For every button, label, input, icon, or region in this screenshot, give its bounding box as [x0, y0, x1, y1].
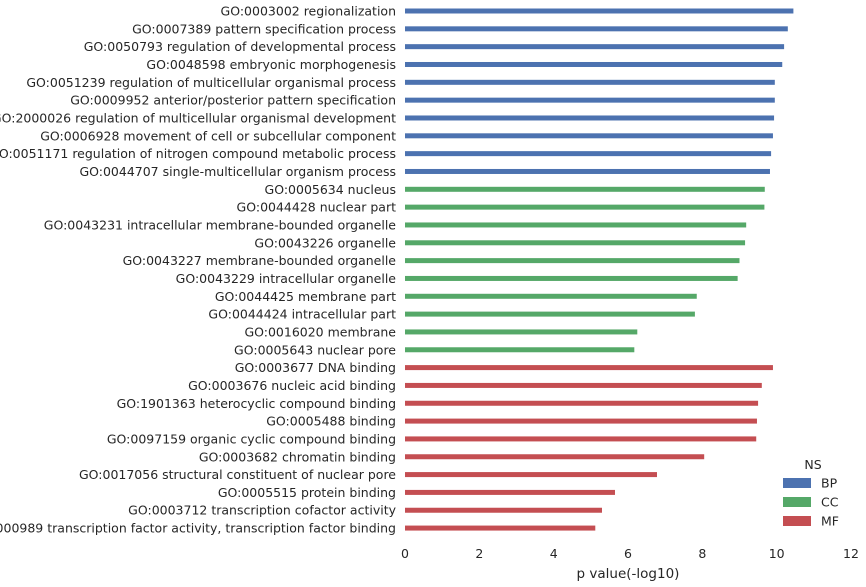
category-label: GO:0051171 regulation of nitrogen compou… [0, 146, 396, 161]
bar-mf [405, 525, 596, 531]
x-tick-label: 2 [475, 546, 483, 561]
bar-mf [405, 454, 705, 460]
legend-label-cc: CC [821, 495, 839, 510]
category-label: GO:0005488 binding [266, 414, 396, 429]
bar-bp [405, 8, 794, 14]
bar-cc [405, 293, 697, 299]
x-tick-label: 12 [843, 546, 859, 561]
category-label: GO:0016020 membrane [244, 324, 396, 339]
category-label: GO:0007389 pattern specification process [132, 21, 396, 36]
category-label: GO:0005515 protein binding [218, 485, 396, 500]
bar-mf [405, 365, 773, 371]
bar-mf [405, 418, 757, 424]
category-label: GO:0043227 membrane-bounded organelle [123, 253, 397, 268]
category-label: GO:0048598 embryonic morphogenesis [146, 57, 396, 72]
category-labels: GO:0003002 regionalization GO:0007389 pat… [0, 4, 397, 536]
category-label: GO:0050793 regulation of developmental p… [84, 39, 396, 54]
bars-layer [405, 8, 794, 531]
bar-bp [405, 44, 785, 50]
category-label: GO:0005643 nuclear pore [234, 342, 396, 357]
legend-label-bp: BP [821, 476, 838, 491]
bar-cc [405, 347, 635, 353]
category-label: GO:0000989 transcription factor activity… [0, 521, 396, 536]
legend-swatch-bp [783, 478, 811, 488]
bar-cc [405, 240, 746, 246]
bar-bp [405, 115, 775, 121]
x-axis-title: p value(-log10) [577, 566, 680, 582]
category-label: GO:0043231 intracellular membrane-bounde… [44, 217, 397, 232]
bar-bp [405, 26, 788, 32]
x-tick-label: 4 [550, 546, 558, 561]
category-label: GO:0003676 nucleic acid binding [188, 378, 396, 393]
bar-bp [405, 61, 783, 67]
category-label: GO:0044425 membrane part [215, 289, 396, 304]
category-label: GO:0044707 single-multicellular organism… [79, 164, 396, 179]
category-label: GO:0005634 nucleus [265, 182, 396, 197]
bar-mf [405, 472, 657, 478]
bar-bp [405, 97, 775, 103]
bar-bp [405, 151, 772, 157]
bar-mf [405, 400, 759, 406]
bar-bp [405, 133, 773, 139]
bar-cc [405, 186, 765, 192]
bar-cc [405, 204, 765, 210]
category-label: GO:0044424 intracellular part [208, 307, 396, 322]
category-label: GO:0003002 regionalization [221, 4, 396, 19]
category-label: GO:1901363 heterocyclic compound binding [117, 396, 396, 411]
legend-swatch-mf [783, 516, 811, 526]
category-label: GO:0043226 organelle [254, 235, 396, 250]
category-label: GO:0044428 nuclear part [237, 200, 397, 215]
legend-swatch-cc [783, 497, 811, 507]
bar-cc [405, 258, 740, 264]
x-tick-label: 10 [769, 546, 785, 561]
bar-bp [405, 79, 775, 85]
x-tick-label: 0 [401, 546, 409, 561]
category-label: GO:0003682 chromatin binding [199, 449, 396, 464]
category-label: GO:0017056 structural constituent of nuc… [79, 467, 396, 482]
x-tick-label: 6 [624, 546, 632, 561]
bar-mf [405, 507, 602, 513]
legend-title: NS [804, 457, 821, 472]
bar-cc [405, 222, 747, 228]
category-label: GO:0006928 movement of cell or subcellul… [40, 128, 396, 143]
bar-mf [405, 489, 615, 495]
x-axis: 0 2 4 6 8 10 12 [401, 546, 859, 561]
bar-cc [405, 329, 638, 335]
bar-cc [405, 275, 738, 281]
bar-cc [405, 311, 695, 317]
category-label: GO:0097159 organic cyclic compound bindi… [107, 431, 396, 446]
x-tick-label: 8 [698, 546, 706, 561]
bar-mf [405, 436, 757, 442]
category-label: GO:0051239 regulation of multicellular o… [26, 75, 396, 90]
bar-bp [405, 168, 770, 174]
category-label: GO:0003677 DNA binding [235, 360, 396, 375]
bar-mf [405, 382, 762, 388]
category-label: GO:2000026 regulation of multicellular o… [0, 110, 396, 125]
category-label: GO:0009952 anterior/posterior pattern sp… [70, 93, 396, 108]
category-label: GO:0003712 transcription cofactor activi… [128, 503, 396, 518]
legend-label-mf: MF [821, 514, 839, 529]
category-label: GO:0043229 intracellular organelle [176, 271, 397, 286]
